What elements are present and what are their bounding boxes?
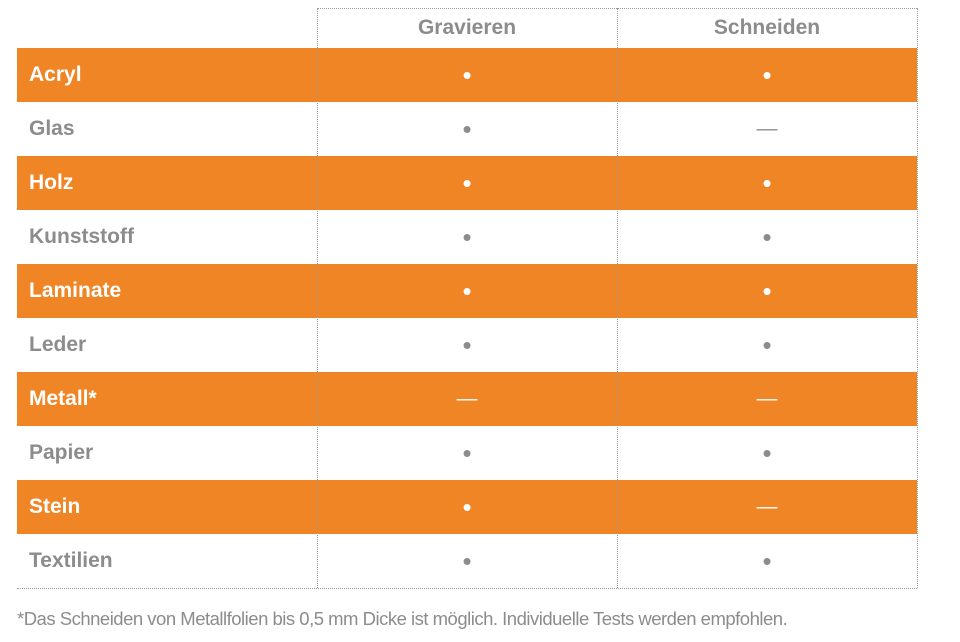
cell-mark: — — [756, 495, 778, 518]
column-header: Gravieren — [417, 16, 517, 39]
table-row — [17, 264, 917, 318]
cell-mark: — — [756, 117, 778, 140]
cell-mark: • — [462, 275, 472, 306]
cell-mark: • — [762, 329, 772, 360]
table-row — [17, 48, 917, 102]
row-label: Textilien — [29, 549, 113, 572]
table-row — [17, 372, 917, 426]
row-label: Stein — [29, 495, 81, 518]
table-row — [17, 480, 917, 534]
cell-mark: • — [462, 329, 472, 360]
row-label: Leder — [29, 333, 87, 356]
row-label: Laminate — [29, 279, 122, 302]
cell-mark: • — [462, 59, 472, 90]
cell-mark: • — [762, 221, 772, 252]
footnote: *Das Schneiden von Metallfolien bis 0,5 … — [17, 608, 788, 629]
cell-mark: • — [462, 221, 472, 252]
table-row — [17, 156, 917, 210]
row-label: Acryl — [29, 63, 82, 86]
cell-mark: • — [462, 113, 472, 144]
row-label: Glas — [29, 117, 75, 140]
cell-mark: • — [762, 59, 772, 90]
row-label: Holz — [29, 171, 74, 194]
column-divider — [917, 8, 918, 588]
cell-mark: • — [762, 545, 772, 576]
column-header: Schneiden — [713, 16, 821, 39]
cell-mark: • — [762, 437, 772, 468]
row-label: Papier — [29, 441, 94, 464]
bottom-border — [17, 588, 917, 589]
cell-mark: • — [762, 275, 772, 306]
column-divider — [317, 8, 318, 588]
cell-mark: • — [762, 167, 772, 198]
cell-mark: • — [462, 167, 472, 198]
column-divider — [617, 8, 618, 588]
cell-mark: • — [462, 545, 472, 576]
row-label: Kunststoff — [29, 225, 134, 248]
cell-mark: • — [462, 491, 472, 522]
cell-mark: — — [756, 387, 778, 410]
row-label: Metall* — [29, 387, 97, 410]
cell-mark: — — [456, 387, 478, 410]
top-border — [317, 8, 917, 9]
cell-mark: • — [462, 437, 472, 468]
